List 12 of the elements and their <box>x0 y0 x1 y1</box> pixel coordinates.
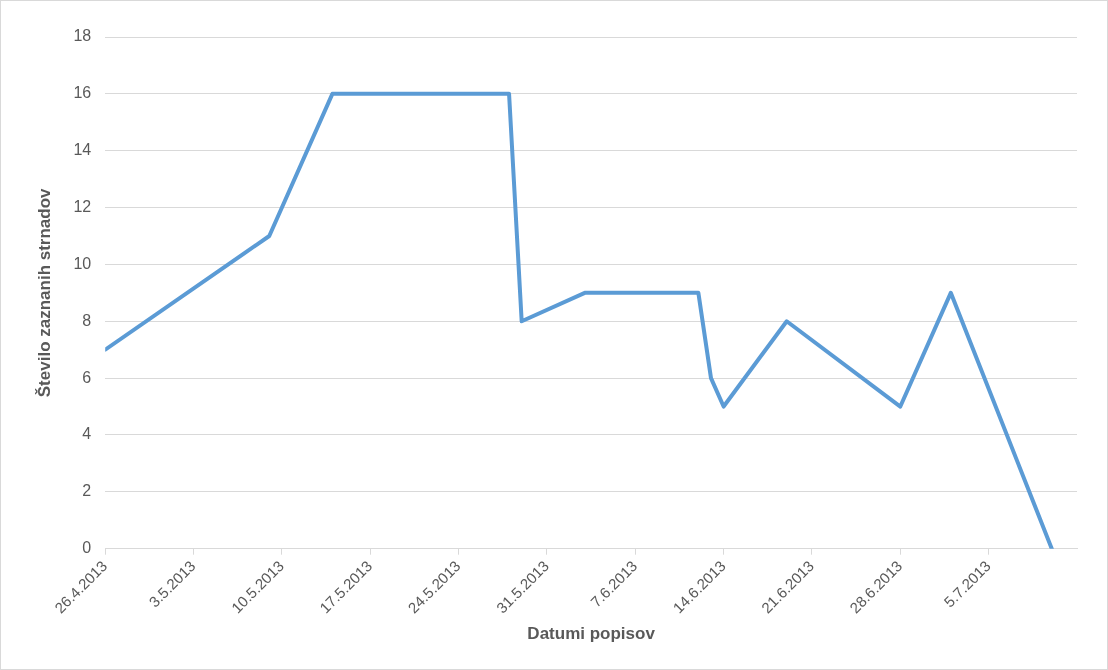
x-axis-title: Datumi popisov <box>527 624 656 644</box>
y-tick-label: 12 <box>73 197 92 215</box>
y-tick-label: 2 <box>82 482 92 500</box>
y-tick-label: 14 <box>73 141 92 159</box>
y-tick-label: 4 <box>82 425 92 443</box>
y-tick-label: 18 <box>73 27 92 45</box>
y-tick-label: 10 <box>73 254 92 272</box>
y-tick-label: 6 <box>82 368 92 386</box>
y-tick-label: 0 <box>82 539 92 557</box>
y-tick-label: 16 <box>73 84 92 102</box>
y-axis-title: Število zaznanih strnadov <box>34 187 54 398</box>
y-tick-label: 8 <box>82 311 92 329</box>
